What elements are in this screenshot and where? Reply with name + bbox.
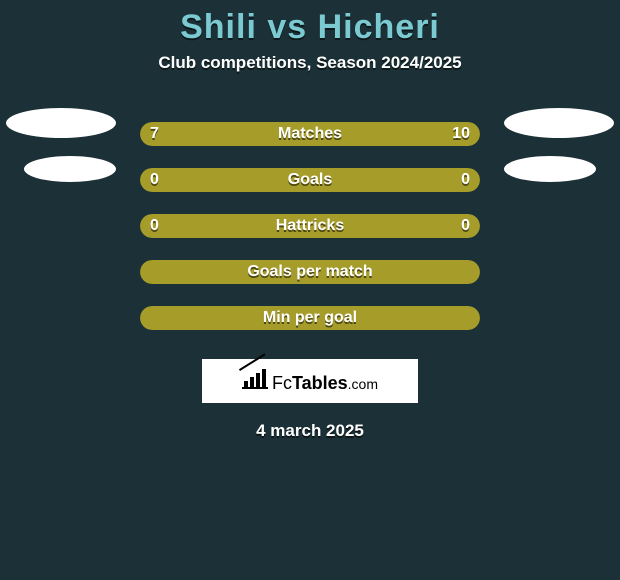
stat-rows: 7 Matches 10 0 Goals 0 0: [0, 111, 620, 341]
bar-label: Min per goal: [263, 309, 357, 327]
branding-inner: Fc Tables .com: [242, 369, 378, 394]
brand-dotcom: .com: [348, 376, 378, 392]
bar-matches: Matches: [140, 122, 480, 146]
bar-gpm: Goals per match: [140, 260, 480, 284]
brand-fc: Fc: [272, 373, 292, 394]
bar-mpg: Min per goal: [140, 306, 480, 330]
bar-label: Goals per match: [247, 263, 372, 281]
title-container: Shili vs Hicheri: [0, 0, 620, 47]
comparison-card: Shili vs Hicheri Club competitions, Seas…: [0, 0, 620, 580]
stat-row-mpg: Min per goal: [0, 295, 620, 341]
date-container: 4 march 2025: [0, 421, 620, 441]
stat-row-goals: 0 Goals 0: [0, 157, 620, 203]
left-value: 0: [150, 171, 159, 189]
right-value: 0: [461, 217, 470, 235]
stat-row-gpm: Goals per match: [0, 249, 620, 295]
bar-hattricks: Hattricks: [140, 214, 480, 238]
right-value: 0: [461, 171, 470, 189]
subtitle: Club competitions, Season 2024/2025: [158, 53, 461, 72]
left-ellipse-icon: [6, 108, 116, 138]
right-ellipse-icon: [504, 108, 614, 138]
bar-goals: Goals: [140, 168, 480, 192]
right-ellipse-icon: [504, 156, 596, 182]
left-value: 7: [150, 125, 159, 143]
bar-label: Matches: [278, 125, 342, 143]
left-value: 0: [150, 217, 159, 235]
stat-row-matches: 7 Matches 10: [0, 111, 620, 157]
brand-tables: Tables: [292, 373, 348, 394]
right-value: 10: [452, 125, 470, 143]
stat-row-hattricks: 0 Hattricks 0: [0, 203, 620, 249]
page-title: Shili vs Hicheri: [180, 8, 440, 46]
branding-badge: Fc Tables .com: [202, 359, 418, 403]
bar-chart-icon: [242, 369, 268, 389]
bar-label: Goals: [288, 171, 332, 189]
bar-label: Hattricks: [276, 217, 344, 235]
subtitle-container: Club competitions, Season 2024/2025: [0, 53, 620, 73]
left-ellipse-icon: [24, 156, 116, 182]
date-text: 4 march 2025: [256, 421, 364, 440]
bar-left-fill: [140, 122, 280, 146]
